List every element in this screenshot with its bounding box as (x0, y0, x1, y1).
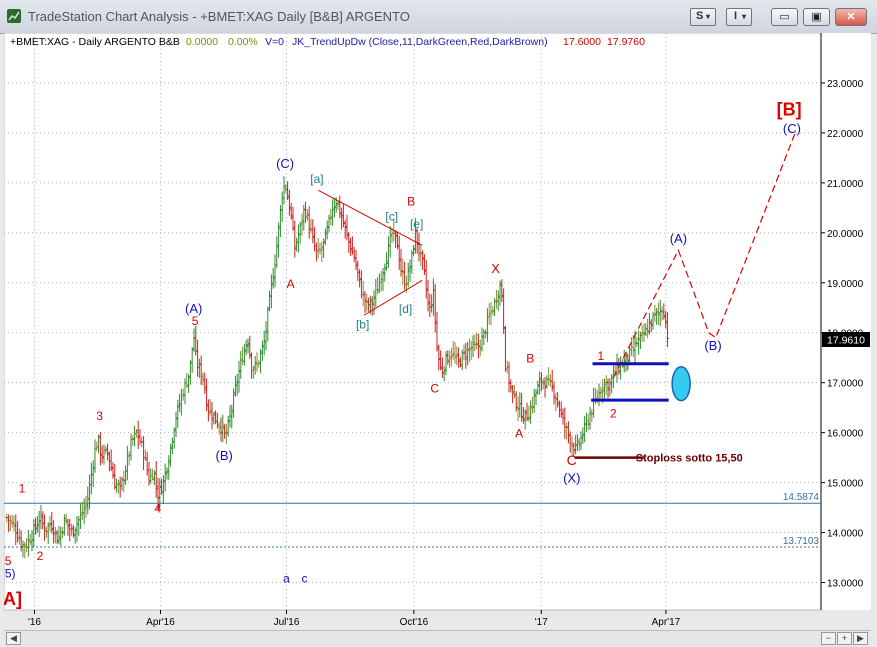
x-tick-label: Apr'16 (146, 617, 175, 628)
wave-label: X (491, 261, 500, 276)
horizontal-scrollbar[interactable]: ◀ − + ▶ (4, 630, 871, 647)
percent-change: 0.00% (228, 36, 258, 48)
wave-label: 1 (597, 349, 604, 363)
wave-label: B (407, 194, 415, 208)
wave-label: 5 (192, 314, 199, 328)
zoom-in-button[interactable]: + (837, 632, 852, 645)
wave-label: [b] (356, 318, 369, 332)
wave-label: (A) (670, 231, 687, 246)
x-tick-label: Jul'16 (274, 617, 300, 628)
wave-label: a (283, 572, 290, 586)
y-tick-label: 23.0000 (827, 79, 864, 90)
wave-label: [a] (310, 172, 323, 186)
y-tick-label: 20.0000 (827, 229, 864, 240)
price-axis-panel (821, 33, 871, 610)
y-tick-label: 13.0000 (827, 579, 864, 590)
wave-projection-line (612, 130, 797, 378)
close-button[interactable]: ✕ (835, 8, 867, 26)
horizontal-level-label: 13.7103 (783, 536, 820, 547)
triangle-trendline (318, 189, 423, 246)
triangle-trendline (363, 279, 423, 316)
y-tick-label: 17.0000 (827, 379, 864, 390)
y-tick-label: 19.0000 (827, 279, 864, 290)
wave-label: (5) (4, 567, 15, 581)
wave-label: 2 (610, 407, 617, 421)
y-tick-label: 21.0000 (827, 179, 864, 190)
volume-label: V=0 (265, 36, 284, 48)
symbol-label: +BMET:XAG - Daily ARGENTO B&B (10, 36, 180, 48)
time-axis: '16 Apr'16 Jul'16 Oct'16 '17 Apr'17 (28, 610, 681, 628)
wave-label: [d] (399, 302, 412, 316)
wave-label: 5 (5, 554, 12, 568)
last-price-box (822, 332, 870, 347)
wave-label: 4 (154, 502, 161, 516)
wave-label: [A] (4, 589, 22, 609)
y-tick-label: 15.0000 (827, 479, 864, 490)
wave-label: (X) (563, 471, 580, 486)
maximize-button[interactable]: ▣ (803, 8, 830, 26)
x-tick-label: Oct'16 (400, 617, 429, 628)
last-price-label: 17.9610 (827, 335, 865, 347)
wave-label: (C) (783, 121, 801, 136)
wave-label: C (430, 382, 439, 396)
wave-label: B (526, 352, 534, 366)
x-tick-label: '16 (28, 617, 41, 628)
y-tick-label: 22.0000 (827, 129, 864, 140)
wave-label: 3 (96, 409, 103, 423)
x-tick-label: Apr'17 (652, 617, 681, 628)
scroll-left-button[interactable]: ◀ (6, 632, 21, 645)
target-zone-ellipse (671, 365, 691, 402)
window-title: TradeStation Chart Analysis - +BMET:XAG … (28, 9, 410, 24)
y-tick-label: 16.0000 (827, 429, 864, 440)
stoploss-label: Stoploss sotto 15,50 (636, 453, 743, 465)
scroll-right-button[interactable]: ▶ (853, 632, 868, 645)
wave-label: 1 (19, 482, 26, 496)
style-i-button[interactable]: I ▾ (726, 8, 752, 26)
y-tick-label: 14.0000 (827, 529, 864, 540)
price-chart[interactable]: 23.000022.000021.000020.000019.000018.00… (0, 32, 871, 626)
wave-label: C (567, 452, 577, 468)
indicator-label: JK_TrendUpDw (Close,11,DarkGreen,Red,Dar… (292, 36, 548, 48)
zoom-out-button[interactable]: − (821, 632, 836, 645)
horizontal-level-label: 14.5874 (783, 492, 820, 503)
wave-label: A (515, 427, 523, 441)
wave-label: [c] (385, 209, 398, 223)
chart-area[interactable]: 23.000022.000021.000020.000019.000018.00… (0, 32, 871, 626)
wave-label: [e] (410, 217, 423, 231)
wave-label: (A) (185, 301, 202, 316)
wave-label: A (287, 277, 295, 291)
wave-label: 2 (37, 549, 44, 563)
wave-label: (B) (704, 338, 721, 353)
price-change: 0.0000 (186, 36, 218, 48)
wave-label: c (301, 572, 307, 586)
wave-label: (B) (216, 448, 233, 463)
indicator-value-1: 17.6000 (563, 36, 601, 48)
x-tick-label: '17 (535, 617, 548, 628)
plot-background (3, 32, 822, 611)
indicator-value-2: 17.9760 (607, 36, 645, 48)
style-s-button[interactable]: S ▾ (690, 8, 716, 26)
title-bar: TradeStation Chart Analysis - +BMET:XAG … (0, 0, 877, 34)
minimize-button[interactable]: ▭ (771, 8, 798, 26)
wave-label: (C) (276, 156, 294, 171)
app-icon (7, 9, 21, 23)
wave-label: [B] (777, 99, 802, 119)
